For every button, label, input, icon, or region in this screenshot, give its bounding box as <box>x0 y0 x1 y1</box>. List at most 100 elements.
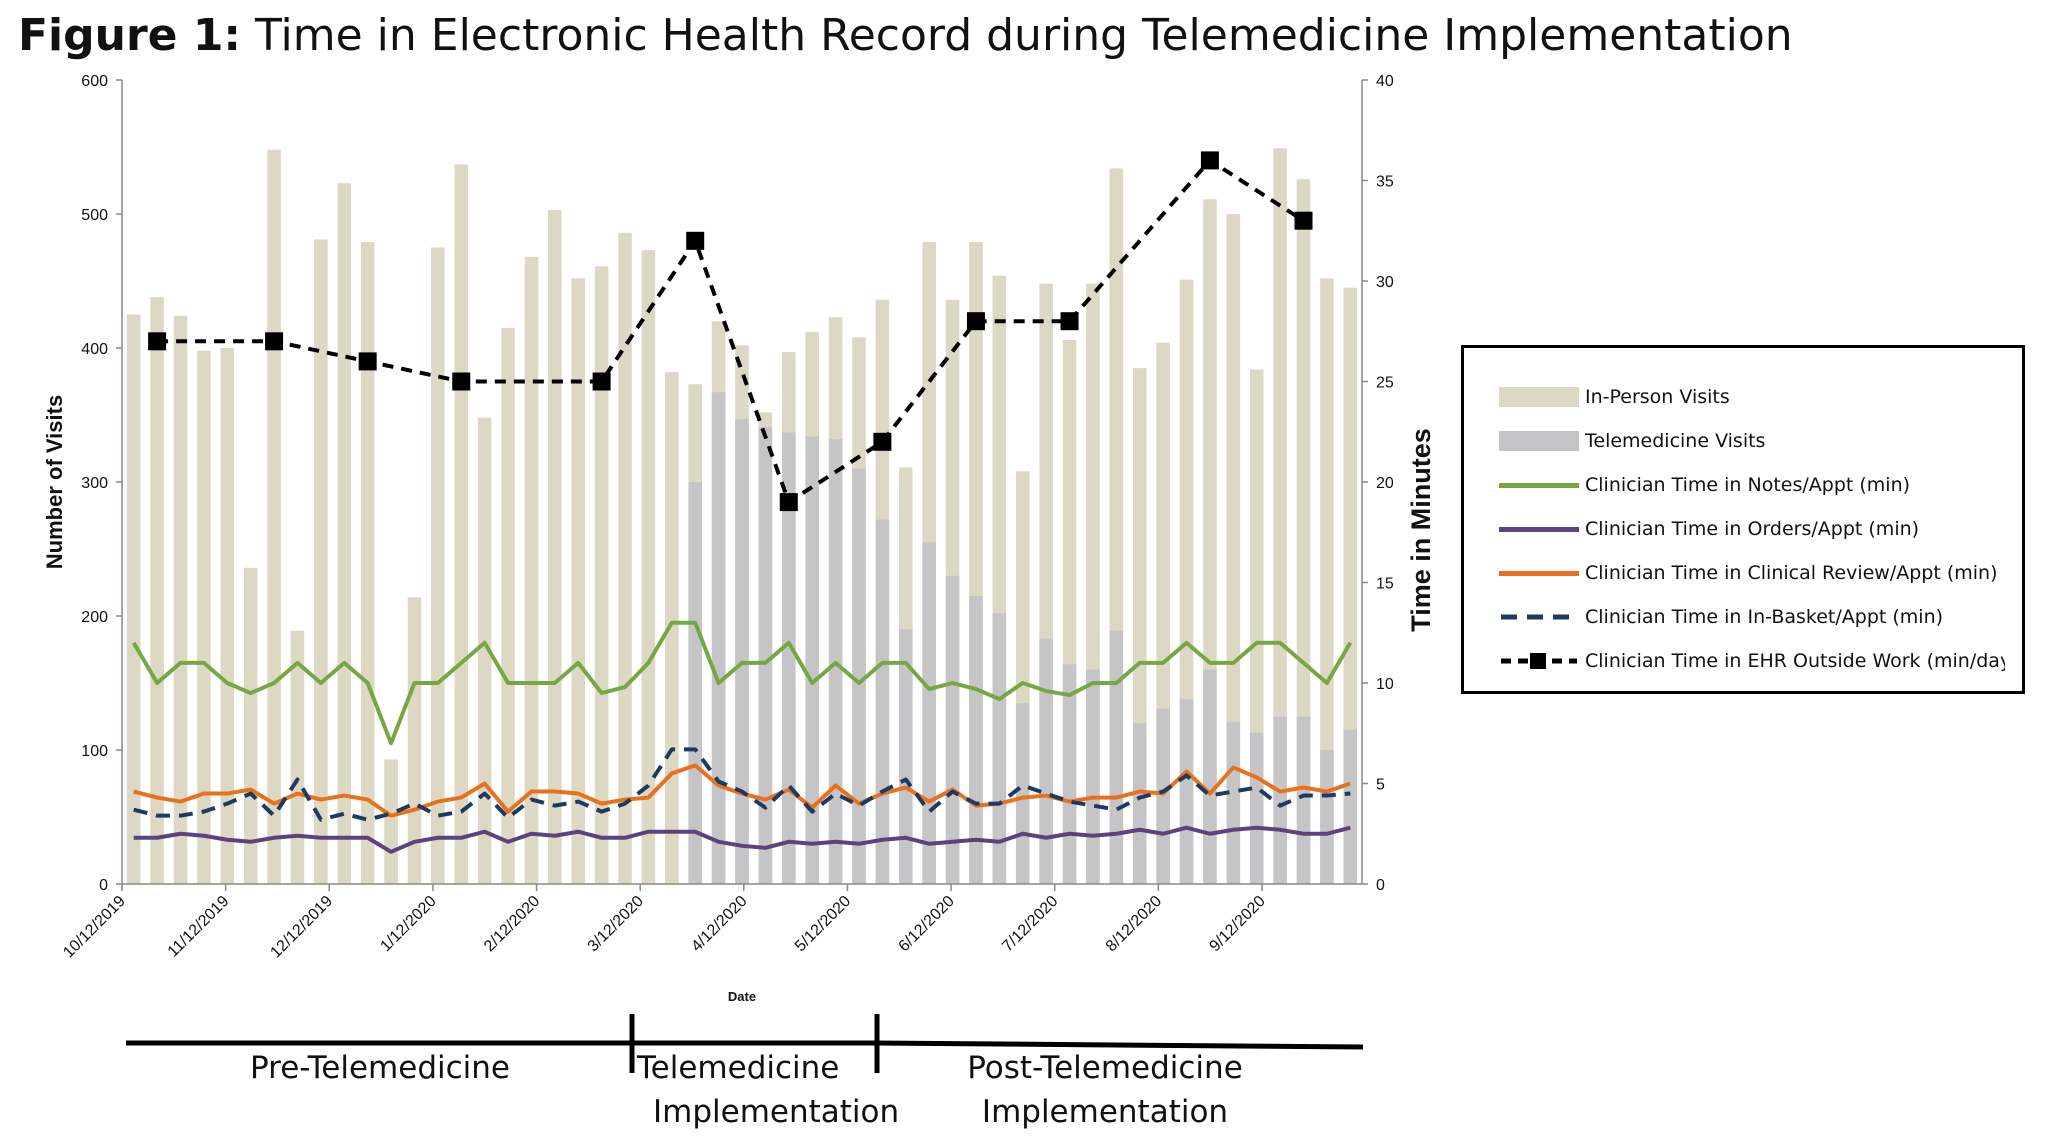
phase-impl-line2: Implementation <box>653 1094 900 1130</box>
telemedicine-bar <box>992 613 1007 884</box>
x-tick-label: 2/12/2020 <box>481 893 543 955</box>
phase-post-label: Post-Telemedicine Implementation <box>930 1046 1280 1134</box>
in-person-bar <box>314 239 328 884</box>
in-person-bar <box>501 327 515 884</box>
legend-label-in-basket: Clinician Time in In-Basket/Appt (min) <box>1585 606 1944 628</box>
in-person-bar <box>360 242 375 884</box>
phase-timeline <box>126 1014 1364 1073</box>
in-person-bar <box>243 567 258 884</box>
telemedicine-bar <box>875 519 890 884</box>
time-lines <box>131 151 1353 854</box>
y2-tick-label: 25 <box>1376 375 1394 392</box>
telemedicine-bar <box>735 419 749 884</box>
legend-item-in-person: In-Person Visits <box>1499 382 1730 412</box>
in-person-bar <box>220 348 235 884</box>
telemedicine-bar <box>1226 721 1241 884</box>
phase-pre-text: Pre-Telemedicine <box>250 1050 510 1086</box>
legend-label-outside-work: Clinician Time in EHR Outside Work (min/… <box>1585 650 2005 672</box>
in-basket-swatch <box>1499 605 1579 629</box>
in-person-bar <box>594 266 609 884</box>
phase-post-line2: Implementation <box>981 1094 1229 1130</box>
telemedicine-bar <box>1343 729 1358 884</box>
in-person-bar <box>384 759 398 884</box>
y2-axis-label: Time in Minutes <box>1406 428 1436 632</box>
y-tick-label: 500 <box>81 207 108 224</box>
x-tick-label: 11/12/2019 <box>165 893 233 961</box>
legend-item-orders: Clinician Time in Orders/Appt (min) <box>1499 514 1919 544</box>
in-person-bar <box>477 417 492 884</box>
x-axis-label: Date <box>728 989 756 1004</box>
y-tick-label: 200 <box>81 609 108 626</box>
legend-label-orders: Clinician Time in Orders/Appt (min) <box>1585 518 1920 540</box>
telemedicine-bar <box>711 392 726 884</box>
y2-tick-label: 5 <box>1376 777 1385 794</box>
legend-label-clinical-review: Clinician Time in Clinical Review/Appt (… <box>1585 562 1998 584</box>
telemedicine-bar <box>1062 664 1077 884</box>
in-person-bar <box>524 256 539 884</box>
y-tick-label: 100 <box>81 743 108 760</box>
in-person-bar <box>431 247 445 884</box>
in-person-bar <box>548 209 562 885</box>
left-axis-ticks: 0 100 200 300 400 500 600 <box>81 73 122 894</box>
phase-pre-label: Pre-Telemedicine <box>230 1046 530 1090</box>
y-tick-label: 0 <box>99 877 108 894</box>
legend-label-in-person: In-Person Visits <box>1585 386 1730 408</box>
telemedicine-bar <box>1132 723 1147 884</box>
y2-tick-label: 20 <box>1376 475 1394 492</box>
telemedicine-bar <box>1109 630 1124 884</box>
x-tick-label: 7/12/2020 <box>999 893 1061 955</box>
x-tick-label: 4/12/2020 <box>688 893 750 955</box>
y2-tick-label: 15 <box>1376 576 1394 593</box>
y2-tick-label: 0 <box>1376 877 1385 894</box>
outside-work-marker <box>1060 312 1079 331</box>
telemedicine-bar <box>852 468 866 884</box>
outside-work-marker <box>1294 211 1313 230</box>
figure-title: Figure 1: Time in Electronic Health Reco… <box>18 10 1793 61</box>
telemedicine-bar <box>1296 716 1311 884</box>
post-phase-line <box>876 1040 1364 1050</box>
in-person-bar <box>290 630 305 884</box>
telemedicine-bar <box>898 629 913 884</box>
in-person-bar <box>1226 214 1241 884</box>
legend: In-Person Visits Telemedicine Visits Cli… <box>1461 345 2025 694</box>
outside-work-marker <box>148 332 167 351</box>
telemedicine-bar <box>688 482 702 884</box>
in-person-bar <box>618 232 632 884</box>
outside-work-marker <box>592 372 611 391</box>
x-tick-label: 9/12/2020 <box>1206 893 1268 955</box>
outside-work-marker <box>358 352 377 371</box>
x-tick-label: 6/12/2020 <box>896 893 958 955</box>
telemedicine-bar <box>1156 708 1170 884</box>
legend-item-telemedicine: Telemedicine Visits <box>1499 426 1765 456</box>
in-basket-swatch-line <box>1501 614 1577 620</box>
legend-label-telemedicine: Telemedicine Visits <box>1585 430 1766 452</box>
y-tick-label: 300 <box>81 475 108 492</box>
outside-work-line <box>157 158 1305 505</box>
x-tick-label: 10/12/2019 <box>60 893 129 962</box>
figure-title-text: Time in Electronic Health Record during … <box>241 10 1793 61</box>
in-person-bar <box>267 149 281 884</box>
telemedicine-bar <box>969 595 983 884</box>
y-tick-label: 400 <box>81 341 108 358</box>
x-tick-label: 12/12/2019 <box>267 893 336 962</box>
telemedicine-bar <box>782 432 796 884</box>
in-person-bar <box>454 164 469 885</box>
telemedicine-bar <box>1086 669 1100 884</box>
x-tick-label: 3/12/2020 <box>585 893 647 955</box>
orders-swatch <box>1499 517 1579 541</box>
telemedicine-bar <box>805 436 819 884</box>
y2-tick-label: 30 <box>1376 274 1394 291</box>
telemedicine-swatch <box>1499 429 1579 453</box>
y-tick-label: 600 <box>81 73 108 90</box>
telemedicine-bar <box>1273 716 1287 884</box>
in-person-swatch <box>1499 385 1579 409</box>
telemedicine-bar <box>1015 703 1030 884</box>
in-basket-line <box>133 747 1351 822</box>
notes-line <box>131 620 1353 746</box>
outside-work-marker <box>966 312 985 331</box>
telemedicine-bar <box>945 575 960 884</box>
in-person-bar <box>1320 278 1334 884</box>
outside-work-marker <box>265 332 284 351</box>
legend-item-notes: Clinician Time in Notes/Appt (min) <box>1499 470 1910 500</box>
